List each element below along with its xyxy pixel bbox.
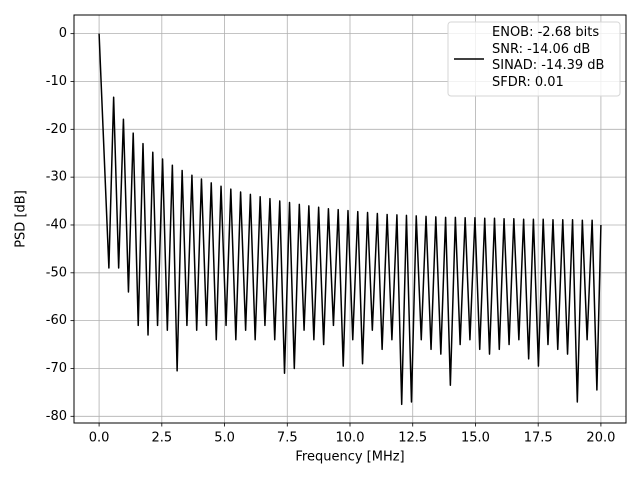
x-tick-label: 0.0 <box>89 431 110 446</box>
y-tick-label: -50 <box>46 265 67 280</box>
y-tick-label: -10 <box>46 74 67 89</box>
y-tick-label: -80 <box>46 409 67 424</box>
x-tick-label: 10.0 <box>336 431 365 446</box>
legend-entry: ENOB: -2.68 bits SNR: -14.06 dB SINAD: -… <box>492 25 605 90</box>
x-tick-label: 5.0 <box>214 431 235 446</box>
x-tick-label: 2.5 <box>151 431 172 446</box>
y-tick-label: 0 <box>59 26 67 41</box>
ticks: 0.0 2.5 5.0 7.5 10.0 12.5 15.0 17.5 20.0 0 -10 -20 -… <box>46 26 616 445</box>
x-tick-label: 17.5 <box>524 431 553 446</box>
y-tick-label: -40 <box>46 217 67 232</box>
y-tick-label: -20 <box>46 122 67 137</box>
x-tick-label: 7.5 <box>277 431 298 446</box>
legend-label: ENOB: -2.68 bits SNR: -14.06 dB SINAD: -… <box>492 25 605 90</box>
x-axis-label: Frequency [MHz] <box>295 450 404 465</box>
y-axis-label: PSD [dB] <box>14 190 29 248</box>
plot-area <box>98 33 602 406</box>
x-tick-label: 12.5 <box>398 431 427 446</box>
y-tick-label: -60 <box>46 313 67 328</box>
y-tick-label: -30 <box>46 170 67 185</box>
x-tick-label: 20.0 <box>586 431 615 446</box>
y-tick-label: -70 <box>46 361 67 376</box>
x-tick-label: 15.0 <box>461 431 490 446</box>
psd-line <box>98 33 602 406</box>
legend: ENOB: -2.68 bits SNR: -14.06 dB SINAD: -… <box>447 21 621 97</box>
legend-box <box>447 21 621 97</box>
